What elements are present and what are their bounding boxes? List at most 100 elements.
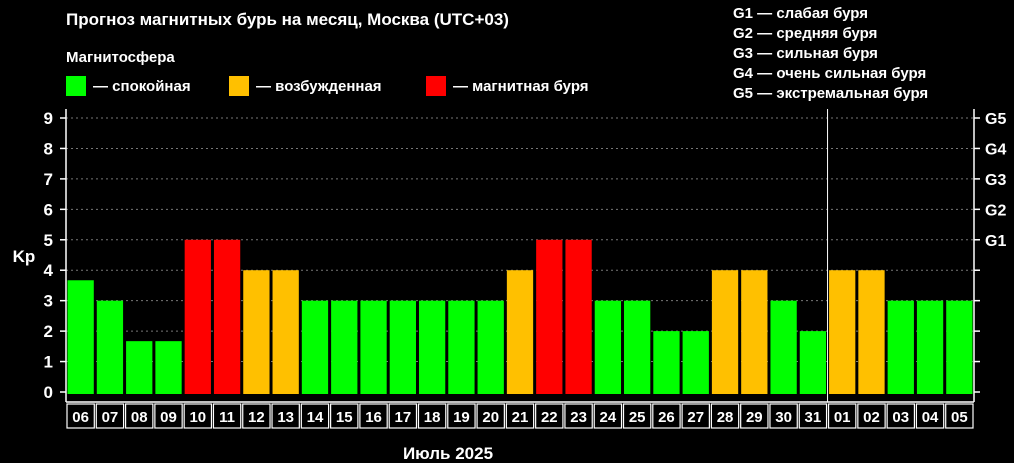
- bar-10: [184, 239, 211, 394]
- x-tick-box: [388, 403, 418, 429]
- bar-29: [741, 270, 768, 394]
- x-tick-label: 12: [248, 409, 265, 426]
- x-tick-box: [66, 403, 95, 429]
- x-tick-label: 24: [600, 409, 617, 426]
- bar-14: [301, 300, 329, 394]
- axes: [65, 109, 975, 403]
- legend-label-calm: — спокойная: [93, 78, 191, 95]
- x-tick-label: 23: [570, 409, 587, 426]
- x-tick-label: 25: [629, 409, 646, 426]
- bar-13: [272, 270, 299, 394]
- x-tick-box: [330, 403, 359, 429]
- chart-title: Прогноз магнитных бурь на месяц, Москва …: [66, 10, 509, 29]
- x-tick-box: [593, 403, 623, 429]
- right-tick-label: G5: [985, 111, 1006, 128]
- bar-27: [682, 331, 709, 394]
- bar-30: [770, 300, 797, 394]
- bar-05: [946, 300, 973, 394]
- bar-20: [477, 300, 504, 394]
- legend-swatch-calm: [66, 76, 86, 96]
- x-tick-box: [183, 403, 213, 429]
- g-scale-g1: G1 — слабая буря: [733, 5, 868, 22]
- x-tick-box: [652, 403, 681, 429]
- x-tick-box: [447, 403, 476, 429]
- x-tick-label: 16: [365, 409, 382, 426]
- x-tick-box: [124, 403, 154, 429]
- x-tick-label: 13: [277, 409, 294, 426]
- x-tick-box: [710, 403, 740, 429]
- bar-18: [418, 300, 446, 394]
- bar-26: [653, 331, 680, 394]
- x-tick-label: 26: [658, 409, 675, 426]
- y-ticks: 0 1 2 3 4 5 6 7 8 9: [44, 109, 66, 402]
- legend-heading: Магнитосфера: [66, 49, 175, 66]
- y-tick-label: 1: [44, 353, 53, 372]
- bar-11: [213, 239, 241, 394]
- x-tick-box: [300, 403, 330, 429]
- x-tick-box: [535, 403, 564, 429]
- x-tick-box: [95, 403, 125, 429]
- bar-17: [389, 300, 416, 394]
- x-tick-box: [505, 403, 535, 429]
- x-tick-box: [827, 403, 857, 429]
- x-tick-label: 14: [307, 409, 324, 426]
- bar-23: [565, 239, 592, 394]
- legend-swatch-excited: [229, 76, 249, 96]
- bars: [67, 239, 973, 394]
- x-tick-label: 28: [717, 409, 734, 426]
- x-tick-box: [212, 403, 242, 429]
- g-scale-g3: G3 — сильная буря: [733, 45, 878, 62]
- x-tick-label: 20: [482, 409, 499, 426]
- g-scale-g5: G5 — экстремальная буря: [733, 85, 928, 102]
- x-tick-box: [564, 403, 593, 429]
- x-tick-label: 05: [951, 409, 968, 426]
- x-tick-box: [154, 403, 183, 429]
- x-tick-box: [242, 403, 271, 429]
- bar-31: [799, 331, 827, 394]
- x-tick-label: 02: [863, 409, 880, 426]
- x-tick-box: [622, 403, 652, 429]
- right-tick-label: G1: [985, 233, 1006, 250]
- x-tick-box: [740, 403, 769, 429]
- x-tick-box: [359, 403, 388, 429]
- g-scale-g4: G4 — очень сильная буря: [733, 65, 926, 82]
- bar-07: [96, 300, 124, 394]
- g-scale-g2: G2 — средняя буря: [733, 25, 877, 42]
- x-tick-box: [886, 403, 916, 429]
- x-tick-label: 18: [424, 409, 441, 426]
- x-tick-box: [681, 403, 710, 429]
- x-tick-box: [857, 403, 886, 429]
- x-tick-box: [798, 403, 828, 429]
- bar-22: [536, 239, 563, 394]
- bar-09: [155, 341, 182, 394]
- y-tick-label: 6: [44, 200, 53, 219]
- bar-08: [126, 341, 153, 394]
- x-tick-label: 29: [746, 409, 763, 426]
- x-tick-label: 01: [834, 409, 851, 426]
- legend-label-excited: — возбужденная: [256, 78, 382, 95]
- x-tick-label: 15: [336, 409, 353, 426]
- y-tick-label: 4: [44, 261, 54, 280]
- x-tick-label: 31: [805, 409, 822, 426]
- y-tick-label: 0: [44, 383, 53, 402]
- bar-03: [887, 300, 914, 394]
- y-tick-label: 7: [44, 170, 53, 189]
- x-tick-label: 06: [72, 409, 89, 426]
- bar-28: [711, 270, 739, 394]
- x-tick-label: 09: [160, 409, 177, 426]
- x-tick-label: 22: [541, 409, 558, 426]
- bar-16: [360, 300, 387, 394]
- x-ticks: 06 07 08 09 10 11 12 13 14 15 16 17 18 19 20 21 22 23 24 25…: [66, 403, 974, 429]
- x-tick-box: [476, 403, 505, 429]
- x-tick-label: 30: [775, 409, 792, 426]
- x-tick-label: 08: [131, 409, 148, 426]
- right-tick-label: G4: [985, 141, 1006, 158]
- y-tick-label: 8: [44, 139, 53, 158]
- bar-19: [448, 300, 475, 394]
- x-tick-label: 11: [219, 409, 235, 426]
- x-tick-box: [271, 403, 300, 429]
- bar-12: [243, 270, 270, 394]
- bar-24: [594, 300, 622, 394]
- y-tick-label: 5: [44, 231, 53, 250]
- x-tick-label: 27: [687, 409, 704, 426]
